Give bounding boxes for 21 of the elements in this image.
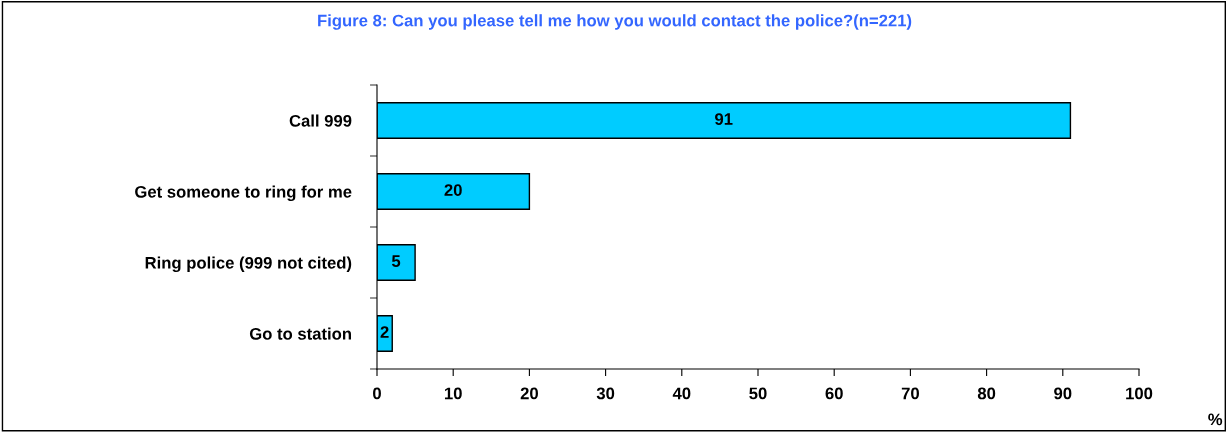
y-tick-label: Ring police (999 not cited) <box>145 256 352 273</box>
y-tick-label: Get someone to ring for me <box>135 185 352 202</box>
x-tick-label: 70 <box>901 387 919 400</box>
y-tick-label: Go to station <box>249 327 351 340</box>
x-tick-label: 0 <box>373 387 381 400</box>
x-tick-label: 60 <box>825 387 843 400</box>
x-tick-label: 100 <box>1126 387 1153 400</box>
x-tick-label: 50 <box>749 387 767 400</box>
x-tick-label: 80 <box>977 387 996 400</box>
data-label: 20 <box>444 184 462 196</box>
y-tick-label: Call 999 <box>289 114 352 127</box>
x-axis-title: % <box>1208 413 1223 426</box>
x-tick-label: 20 <box>520 387 538 400</box>
x-tick-label: 90 <box>1054 387 1072 400</box>
chart-title: Figure 8: Can you please tell me how you would contact the police?(n=221) <box>318 14 912 30</box>
x-tick-label: 40 <box>672 387 691 400</box>
data-label: 91 <box>715 113 733 125</box>
data-label: 5 <box>391 255 401 267</box>
data-label: 2 <box>380 326 389 338</box>
x-tick-label: 10 <box>444 387 462 400</box>
x-tick-label: 30 <box>596 387 615 400</box>
